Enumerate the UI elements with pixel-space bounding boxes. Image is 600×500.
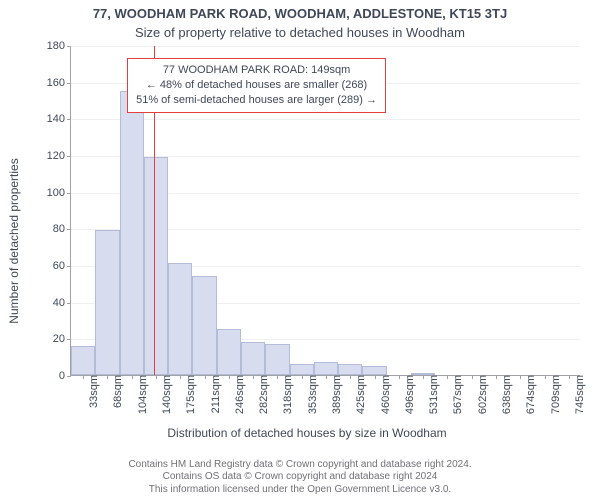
x-tick-label: 33sqm bbox=[80, 375, 100, 408]
x-tick-label: 745sqm bbox=[566, 375, 586, 414]
x-tick-label: 389sqm bbox=[323, 375, 343, 414]
histogram-bar bbox=[217, 329, 241, 375]
y-tick-label: 20 bbox=[53, 333, 71, 345]
page-title: 77, WOODHAM PARK ROAD, WOODHAM, ADDLESTO… bbox=[0, 0, 600, 23]
x-tick-label: 353sqm bbox=[299, 375, 319, 414]
x-tick-label: 104sqm bbox=[129, 375, 149, 414]
y-tick-label: 0 bbox=[59, 370, 71, 382]
annotation-line: 51% of semi-detached houses are larger (… bbox=[136, 93, 377, 108]
histogram-bar bbox=[95, 230, 119, 375]
x-tick-label: 496sqm bbox=[396, 375, 416, 414]
histogram-bar bbox=[338, 364, 362, 375]
y-axis-label: Number of detached properties bbox=[7, 158, 21, 323]
y-tick-label: 140 bbox=[47, 113, 71, 125]
histogram-bar bbox=[241, 342, 265, 375]
x-tick-label: 709sqm bbox=[542, 375, 562, 414]
y-tick-label: 160 bbox=[47, 77, 71, 89]
x-tick-label: 211sqm bbox=[202, 375, 222, 413]
histogram-bar bbox=[71, 346, 95, 375]
x-tick-label: 318sqm bbox=[274, 375, 294, 414]
annotation-line: ← 48% of detached houses are smaller (26… bbox=[136, 78, 377, 93]
x-tick-label: 68sqm bbox=[104, 375, 124, 408]
x-tick-label: 638sqm bbox=[493, 375, 513, 414]
y-tick-label: 40 bbox=[53, 297, 71, 309]
y-tick-label: 60 bbox=[53, 260, 71, 272]
histogram-bar bbox=[362, 366, 386, 375]
x-tick-label: 567sqm bbox=[444, 375, 464, 414]
x-tick-label: 531sqm bbox=[420, 375, 440, 414]
footer-line: This information licensed under the Open… bbox=[0, 484, 600, 497]
x-tick-label: 140sqm bbox=[153, 375, 173, 414]
plot-area: 02040608010012014016018033sqm68sqm104sqm… bbox=[70, 46, 580, 376]
annotation-line: 77 WOODHAM PARK ROAD: 149sqm bbox=[136, 63, 377, 78]
page-subtitle: Size of property relative to detached ho… bbox=[0, 25, 600, 42]
y-tick-label: 180 bbox=[47, 40, 71, 52]
footer-credits: Contains HM Land Registry data © Crown c… bbox=[0, 459, 600, 497]
x-tick-label: 246sqm bbox=[226, 375, 246, 414]
x-tick-label: 282sqm bbox=[250, 375, 270, 414]
x-axis-label: Distribution of detached houses by size … bbox=[24, 426, 590, 440]
histogram-bar bbox=[168, 263, 192, 375]
x-tick-label: 175sqm bbox=[177, 375, 197, 414]
footer-line: Contains OS data © Crown copyright and d… bbox=[0, 471, 600, 484]
y-gridline bbox=[71, 46, 580, 47]
histogram-bar bbox=[265, 344, 289, 375]
x-tick-label: 460sqm bbox=[372, 375, 392, 414]
y-tick-label: 100 bbox=[47, 187, 71, 199]
histogram-bar bbox=[314, 362, 338, 375]
y-gridline bbox=[71, 119, 580, 120]
x-tick-label: 425sqm bbox=[347, 375, 367, 414]
chart-area: Number of detached properties 0204060801… bbox=[24, 46, 590, 436]
x-tick-label: 674sqm bbox=[517, 375, 537, 414]
y-tick-label: 80 bbox=[53, 223, 71, 235]
footer-line: Contains HM Land Registry data © Crown c… bbox=[0, 459, 600, 472]
histogram-bar bbox=[192, 276, 216, 375]
x-tick-label: 602sqm bbox=[469, 375, 489, 414]
annotation-box: 77 WOODHAM PARK ROAD: 149sqm← 48% of det… bbox=[127, 58, 386, 113]
histogram-bar bbox=[144, 157, 168, 375]
histogram-bar bbox=[120, 91, 144, 375]
y-tick-label: 120 bbox=[47, 150, 71, 162]
histogram-bar bbox=[290, 364, 314, 375]
